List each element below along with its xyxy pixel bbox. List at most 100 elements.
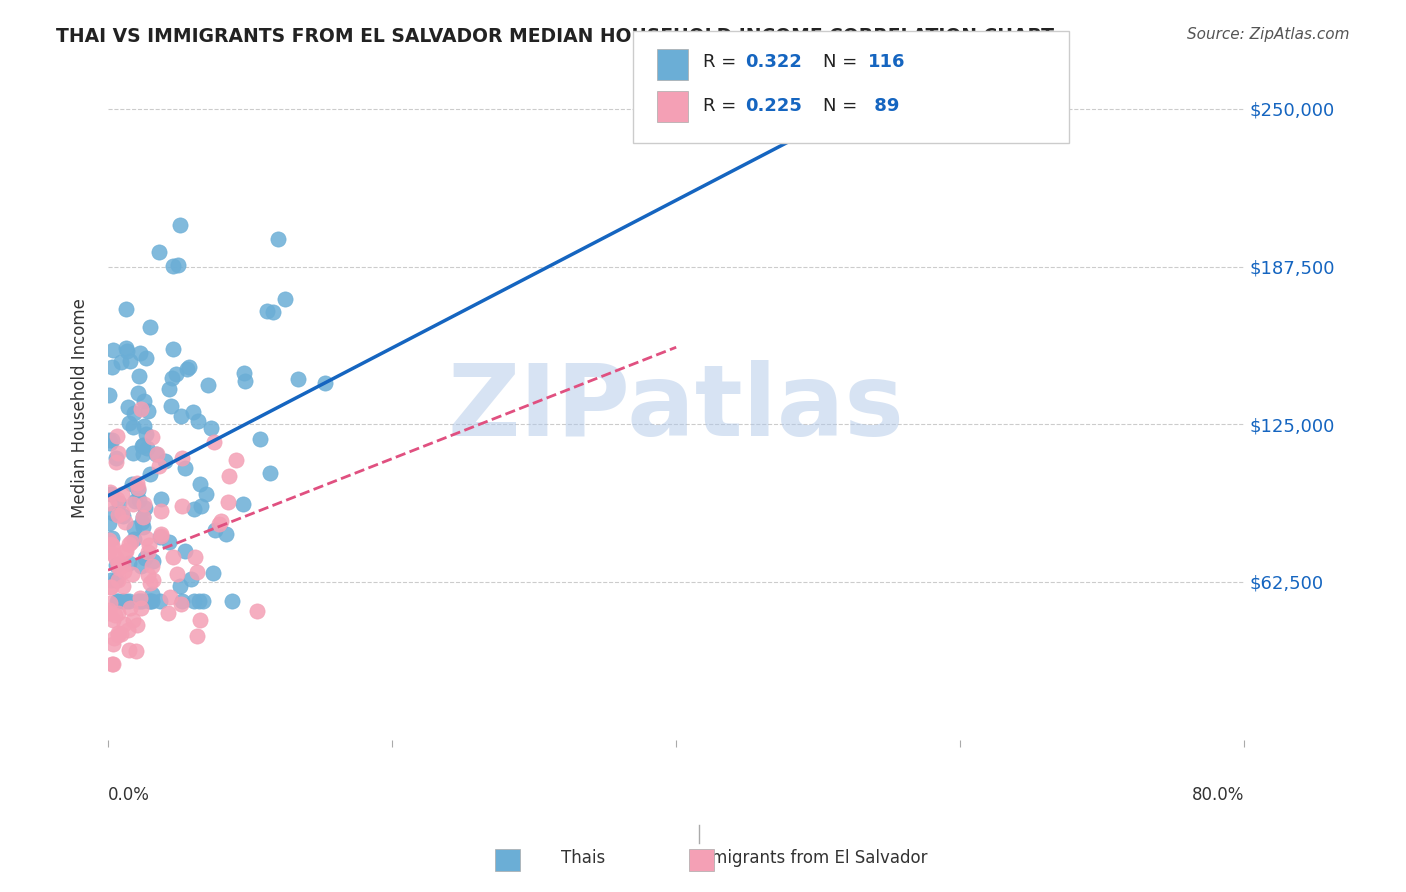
Point [132,520,155,534]
Point [103,613,125,627]
Point [287,372,309,386]
Point [165,367,187,381]
Point [103,343,125,357]
Point [132,510,155,524]
Text: 80.0%: 80.0% [1192,786,1244,804]
Point [111,506,134,520]
Point [107,561,129,575]
Point [107,628,129,642]
Point [138,538,160,552]
Point [131,594,153,608]
Point [150,503,173,517]
Point [134,500,156,515]
Text: 89: 89 [868,97,898,115]
Point [129,591,152,606]
Point [136,404,159,418]
Point [183,594,205,608]
Text: N =: N = [823,97,862,115]
Point [101,360,124,375]
Point [135,351,157,366]
Point [128,492,150,507]
Point [135,427,157,442]
Point [314,376,336,390]
Text: 0.322: 0.322 [745,54,801,71]
Point [142,554,165,568]
Point [98,434,121,448]
Point [173,544,195,558]
Point [127,483,149,497]
Point [274,292,297,306]
Point [200,421,222,435]
Point [101,433,124,447]
Point [98,496,121,510]
Point [139,320,162,334]
Point [197,378,219,392]
Point [121,477,143,491]
Point [118,643,141,657]
Point [114,301,136,316]
Point [112,594,135,608]
Point [145,447,167,461]
Point [169,218,191,232]
Point [249,432,271,446]
Point [114,515,136,529]
Point [233,366,256,380]
Point [108,496,131,510]
Point [181,405,204,419]
Point [121,420,143,434]
Point [107,625,129,640]
Text: N =: N = [823,54,862,71]
Point [131,401,153,416]
Point [128,594,150,608]
Point [125,644,148,658]
Point [111,486,134,500]
Point [139,467,162,482]
Point [100,657,122,671]
Point [141,587,163,601]
Point [101,537,124,551]
Point [225,453,247,467]
Text: Thais: Thais [561,849,606,867]
Point [120,353,142,368]
Point [221,594,243,608]
Point [134,497,156,511]
Point [150,527,173,541]
Point [115,594,138,608]
Point [174,461,197,475]
Point [159,590,181,604]
Y-axis label: Median Household Income: Median Household Income [72,299,89,518]
Point [141,594,163,608]
Point [207,516,229,531]
Point [149,528,172,542]
Point [118,600,141,615]
Point [100,486,122,500]
Point [170,499,193,513]
Point [124,532,146,546]
Point [112,564,135,578]
Point [118,537,141,551]
Point [139,594,162,608]
Point [118,594,141,608]
Point [186,629,208,643]
Point [105,594,128,608]
Point [98,388,121,402]
Point [121,497,143,511]
Point [136,442,159,456]
Point [232,497,254,511]
Point [121,566,143,581]
Point [138,545,160,559]
Text: ZIPatlas: ZIPatlas [447,360,904,457]
Point [129,600,152,615]
Point [125,476,148,491]
Text: R =: R = [703,97,742,115]
Point [148,459,170,474]
Point [218,469,240,483]
Point [98,580,121,594]
Point [122,521,145,535]
Point [141,429,163,443]
Point [162,549,184,564]
Point [145,447,167,461]
Point [187,594,209,608]
Point [142,573,165,587]
Point [104,608,127,623]
